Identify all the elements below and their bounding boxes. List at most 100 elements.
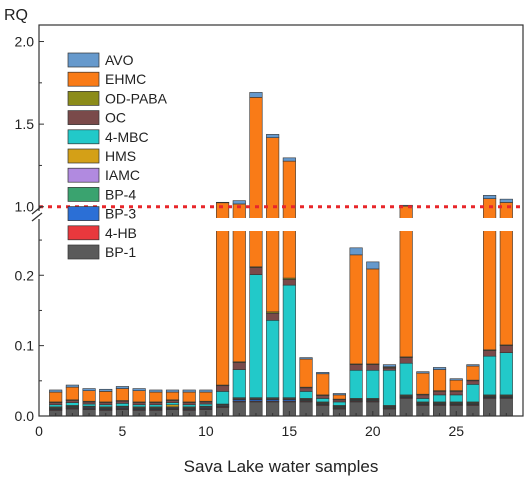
legend: AVO EHMC OD-PABA OC 4-MBC HMS IAMC BP-4 BP-3 4-HB… (67, 52, 168, 260)
y-tick-label: 0.0 (15, 408, 35, 424)
bar-segment-4-mbc (266, 319, 280, 399)
axis-break-mark (31, 205, 43, 215)
bar-segment-oc (282, 279, 296, 286)
bar-segment-oc (149, 402, 163, 406)
axes: 0.0 0.1 0.2 1.0 1.5 2.0 0 5 10 15 20 25 (15, 24, 524, 439)
bar-segment-4-mbc (399, 362, 413, 396)
legend-label: AVO (105, 52, 134, 68)
bar-segment-avo (466, 364, 480, 367)
bar-segment-ehmc (466, 365, 480, 381)
bar-segment-4-mbc (99, 404, 113, 408)
bar-segment-oc (182, 402, 196, 406)
bar-segment-ehmc (115, 388, 130, 401)
bar-segment-ehmc (182, 391, 196, 403)
bar-segment-avo (232, 200, 246, 205)
legend-label: BP-1 (105, 244, 136, 260)
bar-segment-avo (182, 389, 196, 393)
bar-segment-avo (282, 157, 296, 162)
bar-segment-4-mbc (49, 404, 63, 408)
y-tick-label: 0.1 (15, 338, 35, 354)
bar-segment-avo (316, 372, 330, 375)
bar-segment-4-mbc (332, 401, 346, 406)
legend-swatch (67, 52, 100, 68)
legend-swatch (67, 187, 100, 202)
bar-segment-oc (99, 402, 113, 406)
bar-segment-4-mbc (449, 394, 463, 403)
bar-segment-oc (165, 400, 180, 403)
bar-segment-4-mbc (82, 403, 96, 407)
bar-segment-ehmc (366, 268, 380, 365)
legend-swatch (67, 206, 100, 221)
legend-swatch (67, 167, 100, 183)
legend-label: IAMC (105, 167, 140, 183)
bar-segment-4-mbc (432, 394, 447, 403)
bar-segment-4-mbc (232, 369, 246, 399)
x-tick-label: 15 (282, 423, 298, 439)
bar-segment-oc (332, 399, 346, 403)
legend-label: EHMC (105, 71, 146, 87)
bar-segment-ehmc (416, 372, 430, 395)
bar-segment-4-mbc (416, 398, 430, 403)
bar-segment-oc (82, 401, 96, 405)
bar-segment-ehmc (432, 369, 447, 391)
legend-swatch (67, 225, 100, 241)
legend-swatch (67, 244, 100, 260)
bar-segment-oc (299, 387, 313, 392)
bar-segment-ehmc (132, 390, 146, 403)
bar-segment-avo (82, 388, 96, 391)
bar-segment-oc (65, 400, 79, 403)
bar-segment-oc (499, 345, 513, 353)
bar-segment-avo (332, 393, 346, 396)
bar-segment-avo (249, 92, 263, 98)
legend-swatch (67, 129, 100, 145)
bar-segment-avo (416, 371, 430, 374)
bar-segment-4-mbc (382, 369, 397, 406)
bar-segment-avo (49, 389, 63, 393)
bar-segment-4-mbc (349, 369, 363, 399)
bar-segment-avo (499, 198, 513, 203)
bar-segment-4-mbc (65, 402, 79, 406)
bar-segment-4-mbc (466, 384, 480, 403)
bar-segment-avo (349, 247, 363, 256)
legend-label: 4-MBC (105, 129, 149, 145)
bar-segment-4-mbc (249, 274, 263, 399)
bar-segment-avo (115, 386, 130, 389)
bar-segment-avo (432, 367, 447, 370)
bar-segment-4-mbc (149, 404, 163, 408)
bar-segment-oc (399, 357, 413, 364)
bar-segment-4-mbc (483, 355, 497, 396)
axis-break-mark (31, 212, 43, 222)
bar-segment-avo (165, 389, 180, 393)
bar-segment-ehmc (65, 386, 79, 401)
bar-segment-avo (366, 261, 380, 270)
x-tick-label: 20 (365, 423, 381, 439)
x-tick-label: 10 (198, 423, 214, 439)
bar-segment-oc (466, 380, 480, 385)
bar-segment-oc (199, 401, 213, 405)
x-tick-label: 5 (119, 423, 127, 439)
bar-segment-avo (449, 378, 463, 381)
bar-segment-ehmc (316, 373, 330, 396)
bar-segment-ehmc (82, 390, 96, 402)
bar-segment-ehmc (165, 391, 180, 401)
bar-segment-ehmc (199, 391, 213, 402)
bar-segment-avo (382, 364, 397, 368)
bar-segment-avo (149, 389, 163, 393)
bar-segment-oc (266, 312, 280, 321)
legend-label: BP-3 (105, 206, 136, 222)
bar-segment-oc (132, 402, 146, 406)
bar-segment-ehmc (299, 358, 313, 388)
bar-segment-oc (249, 267, 263, 275)
y-tick-label: 2.0 (15, 34, 35, 50)
x-tick-label: 25 (448, 423, 464, 439)
bar-segment-4-mbc (132, 404, 146, 408)
legend-swatch (67, 91, 100, 106)
bar-segment-hms (165, 404, 180, 408)
bar-segment-oc (216, 385, 230, 392)
bar-segment-avo (99, 388, 113, 392)
break-band (40, 218, 522, 226)
bar-segment-oc (432, 391, 447, 396)
bar-segment-4-mbc (115, 403, 130, 407)
legend-swatch (67, 110, 100, 125)
